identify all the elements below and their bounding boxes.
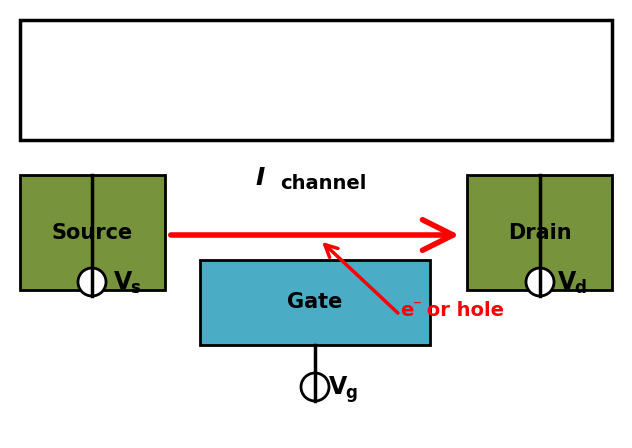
Text: Source: Source [52, 223, 133, 242]
Text: channel: channel [280, 173, 367, 193]
Text: V: V [114, 270, 132, 294]
Bar [200, 260, 430, 345]
Text: e: e [400, 301, 413, 320]
Bar [20, 175, 165, 290]
Text: ⁻: ⁻ [413, 297, 422, 315]
Text: Gate: Gate [288, 293, 343, 313]
Text: Drain: Drain [507, 223, 571, 242]
Circle shape [78, 268, 106, 296]
Circle shape [526, 268, 554, 296]
Bar [467, 175, 612, 290]
Text: d: d [574, 279, 586, 297]
Text: g: g [345, 384, 357, 402]
Text: V: V [329, 375, 347, 399]
Bar [20, 20, 612, 140]
Text: or hole: or hole [420, 301, 504, 320]
Circle shape [301, 373, 329, 401]
Text: I: I [255, 166, 265, 190]
Text: V: V [558, 270, 576, 294]
Text: s: s [130, 279, 140, 297]
